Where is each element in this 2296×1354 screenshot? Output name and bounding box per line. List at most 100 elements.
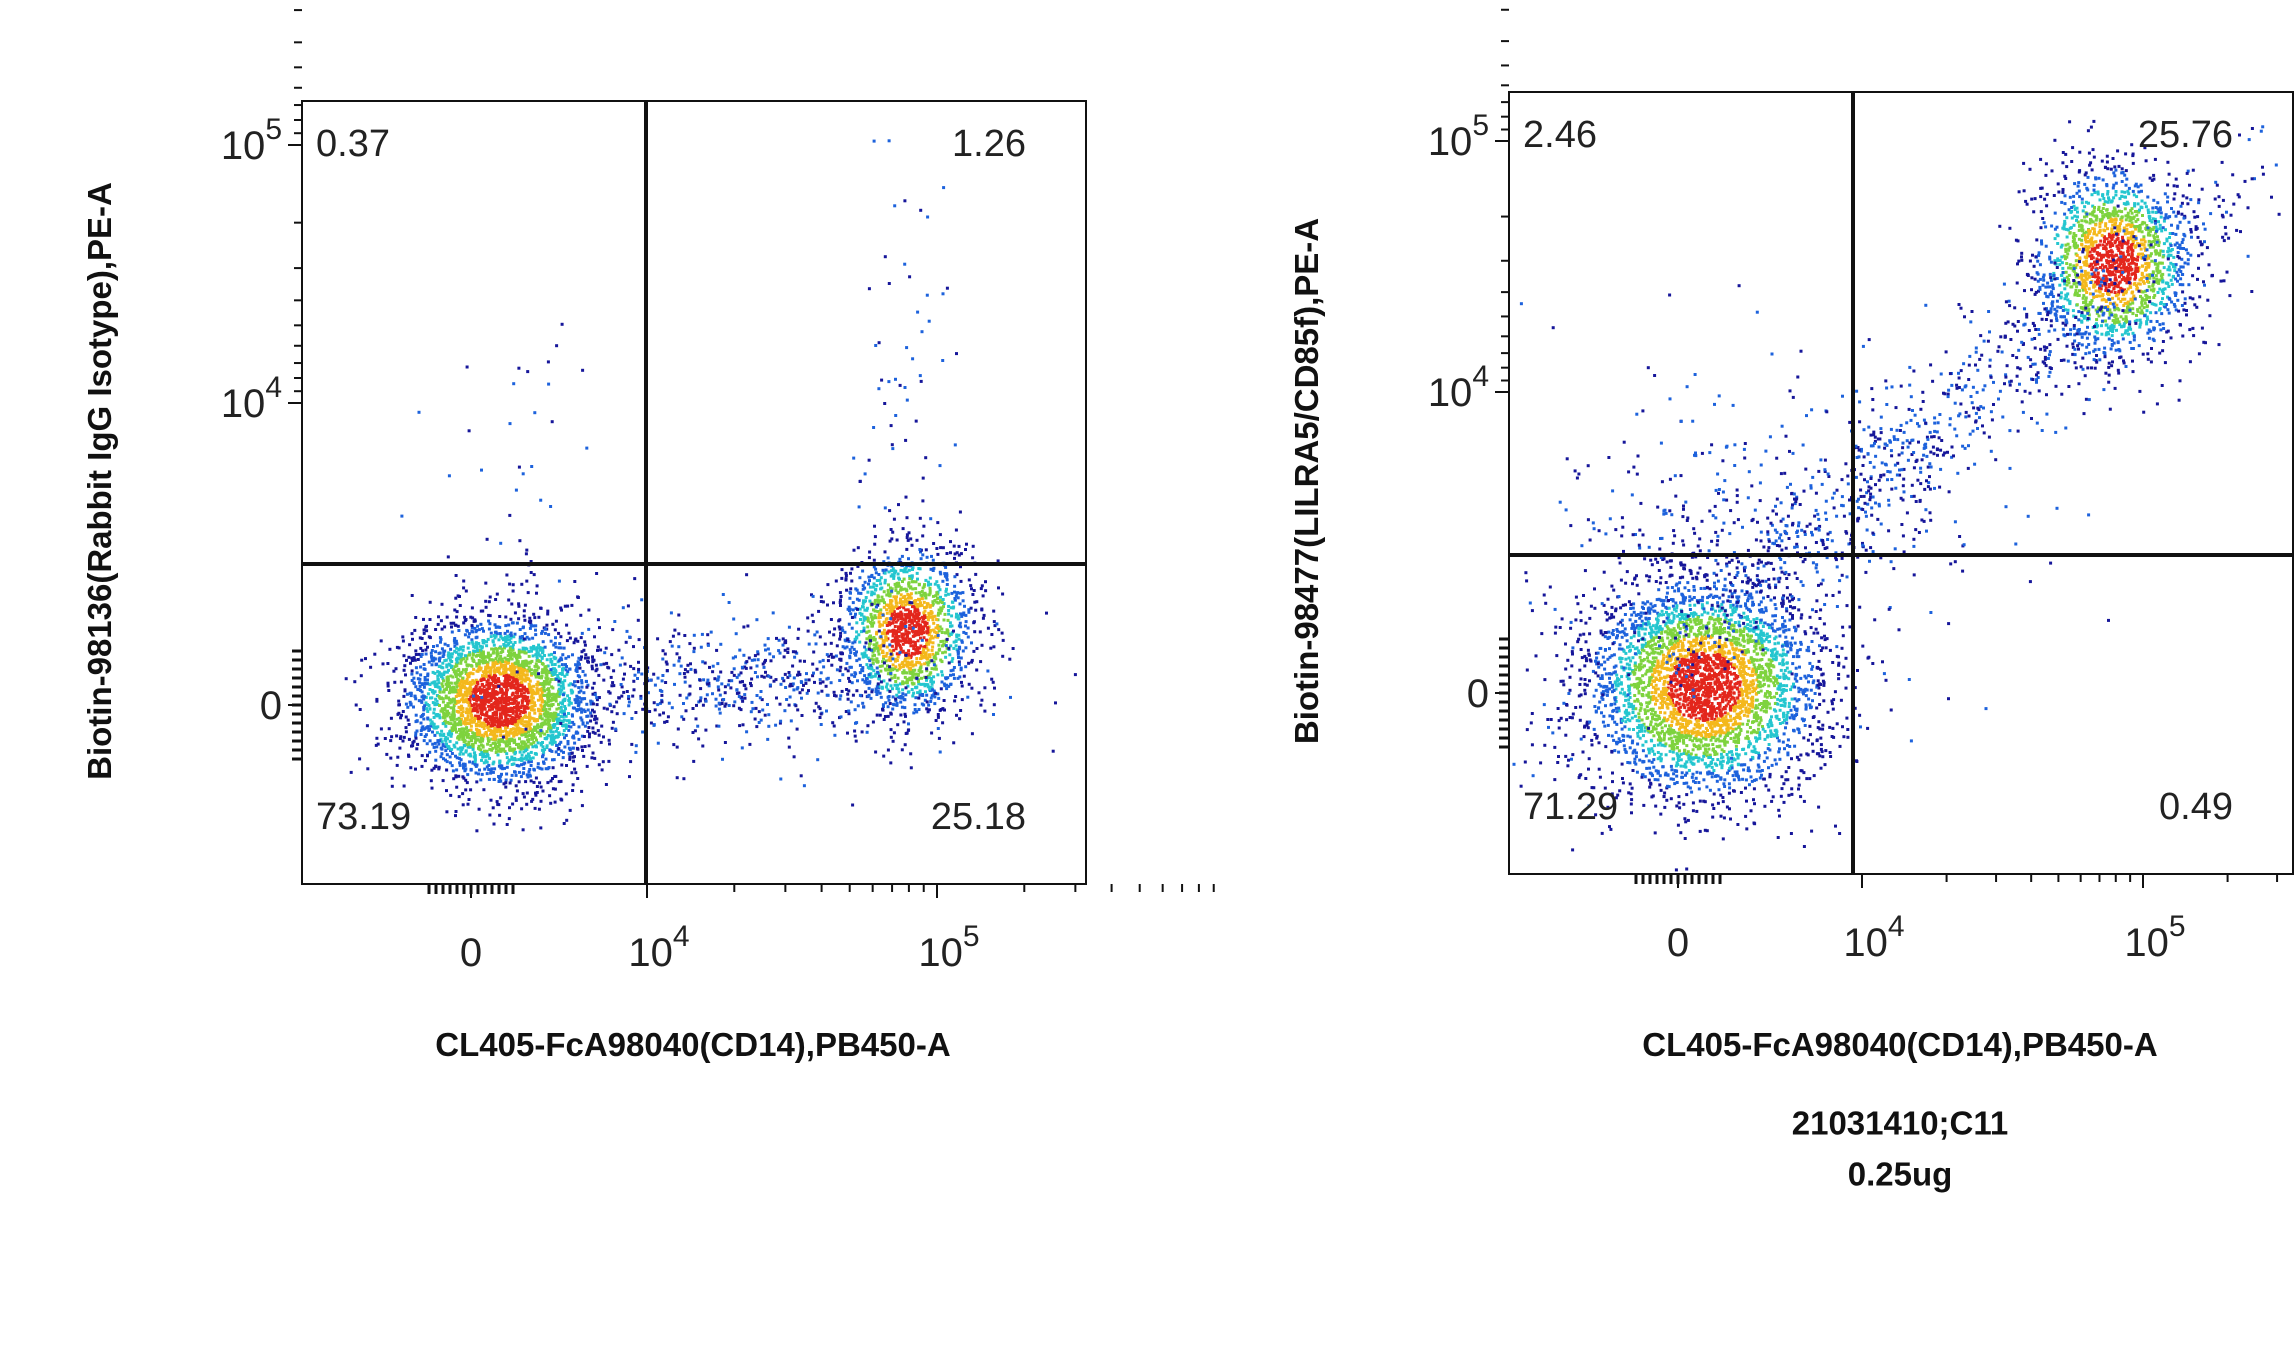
- event-dot: [506, 680, 510, 684]
- event-dot: [563, 679, 567, 683]
- event-dot: [576, 639, 580, 643]
- event-dot: [432, 745, 436, 749]
- event-dot: [461, 792, 465, 796]
- event-dot: [557, 706, 561, 710]
- event-dot: [389, 739, 393, 743]
- event-dot: [991, 680, 995, 684]
- event-dot: [890, 615, 894, 619]
- event-dot: [386, 684, 390, 688]
- event-dot: [444, 749, 448, 753]
- event-dot: [856, 704, 860, 708]
- event-dot: [492, 705, 496, 709]
- event-dot: [692, 646, 696, 650]
- event-dot: [473, 697, 477, 701]
- event-dot: [515, 712, 519, 715]
- event-dot: [569, 682, 573, 686]
- event-dot: [522, 757, 526, 761]
- event-dot: [917, 708, 921, 711]
- event-dot: [575, 670, 579, 673]
- event-dot: [877, 644, 881, 648]
- event-dot: [953, 699, 957, 703]
- event-dot: [569, 725, 573, 729]
- event-dot: [593, 756, 597, 760]
- event-dot: [798, 659, 802, 663]
- event-dot: [560, 608, 563, 612]
- event-dot: [491, 806, 495, 810]
- event-dot: [689, 662, 692, 666]
- event-dot: [900, 620, 904, 624]
- event-dot: [488, 614, 492, 618]
- event-dot: [513, 641, 517, 644]
- event-dot: [923, 609, 927, 613]
- event-dot: [567, 712, 570, 715]
- event-dot: [867, 629, 871, 633]
- event-dot: [533, 669, 537, 673]
- event-dot: [937, 643, 941, 647]
- event-dot: [881, 599, 885, 603]
- event-dot: [562, 691, 566, 695]
- event-dot: [841, 673, 845, 677]
- event-dot: [872, 565, 876, 569]
- event-dot: [530, 649, 533, 653]
- event-dot: [957, 544, 961, 548]
- event-dot: [520, 807, 524, 811]
- event-dot: [505, 710, 509, 713]
- event-dot: [499, 714, 503, 718]
- event-dot: [470, 606, 474, 610]
- event-dot: [441, 666, 445, 670]
- event-dot: [387, 689, 391, 692]
- event-dot: [886, 688, 890, 692]
- event-dot: [518, 671, 522, 675]
- event-dot: [782, 679, 786, 683]
- event-dot: [639, 696, 643, 700]
- event-dot: [894, 635, 898, 639]
- event-dot: [509, 710, 513, 713]
- event-dot: [513, 752, 517, 756]
- event-dot: [422, 708, 426, 712]
- event-dot: [897, 584, 901, 588]
- event-dot: [437, 685, 441, 689]
- event-dot: [865, 663, 869, 667]
- event-dot: [886, 664, 889, 668]
- event-dot: [476, 738, 479, 742]
- event-dot: [873, 653, 876, 657]
- event-dot: [900, 748, 904, 752]
- event-dot: [841, 629, 845, 632]
- event-dot: [888, 623, 892, 627]
- event-dot: [509, 717, 513, 721]
- event-dot: [904, 653, 908, 657]
- event-dot: [663, 720, 667, 724]
- event-dot: [469, 767, 473, 771]
- event-dot: [390, 776, 394, 780]
- event-dot: [463, 764, 467, 768]
- event-dot: [560, 798, 564, 802]
- event-dot: [565, 764, 568, 767]
- event-dot: [492, 643, 496, 647]
- event-dot: [533, 671, 537, 675]
- event-dot: [609, 675, 613, 679]
- event-dot: [441, 690, 445, 694]
- event-dot: [459, 708, 463, 711]
- event-dot: [559, 656, 563, 660]
- event-dot: [944, 574, 948, 578]
- event-dot: [475, 780, 479, 784]
- event-dot: [553, 641, 557, 645]
- event-dot: [760, 674, 764, 678]
- event-dot: [471, 672, 475, 676]
- event-dot: [905, 681, 909, 685]
- event-dot: [515, 621, 519, 625]
- event-dot: [916, 691, 920, 695]
- event-dot: [907, 557, 910, 561]
- event-dot: [886, 603, 890, 607]
- event-dot: [504, 711, 508, 715]
- event-dot: [942, 602, 946, 606]
- event-dot: [477, 744, 481, 748]
- event-dot: [931, 628, 935, 632]
- event-dot: [522, 695, 525, 698]
- event-dot: [934, 657, 938, 661]
- event-dot: [890, 650, 894, 653]
- event-dot: [477, 733, 481, 736]
- event-dot: [930, 694, 934, 698]
- event-dot: [518, 727, 522, 731]
- event-dot: [531, 624, 535, 628]
